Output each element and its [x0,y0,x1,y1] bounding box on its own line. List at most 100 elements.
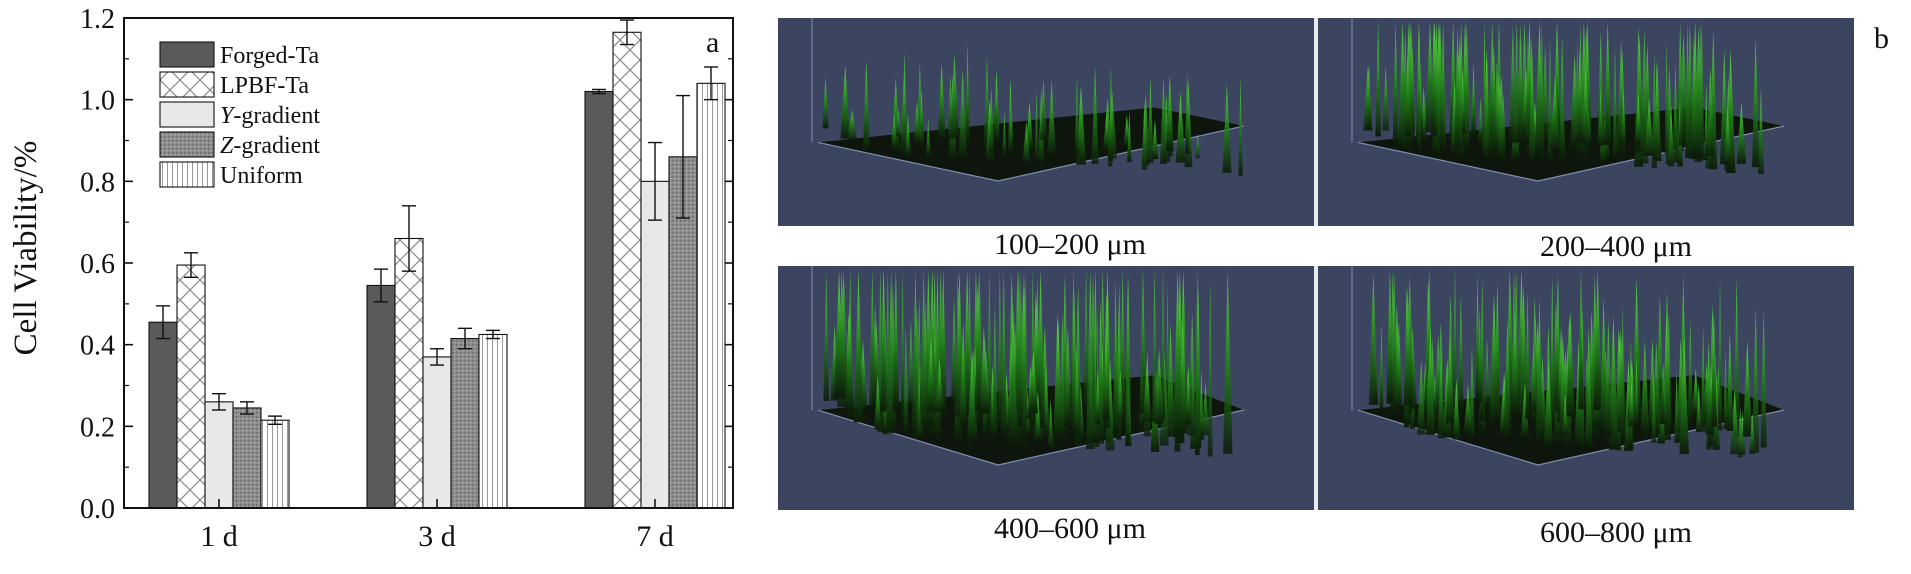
legend-swatch-forged-ta [159,41,215,68]
surface-spike [1593,271,1602,411]
surface-spike [1749,413,1756,454]
surface-spike [1752,37,1760,168]
surface-spike [1416,359,1426,435]
surface-spike [880,270,887,412]
surface-spike [1463,22,1471,150]
surface-spike [1452,379,1461,440]
surface-spike [1379,324,1384,411]
legend-label-lpbf-ta: LPBF-Ta [220,73,309,99]
surface-spike [1477,307,1482,403]
surface-spike [1074,77,1080,155]
x-tick-label: 3 d [418,520,456,553]
surface-spike [1175,91,1186,163]
y-tick-label: 0.6 [80,249,115,280]
surface-spike [1510,311,1520,414]
surface-spike [1575,48,1584,143]
legend-label-uniform: Uniform [220,163,303,189]
surface-spike [1404,51,1411,136]
surface-spike [847,109,858,139]
surface-spike [1666,311,1672,432]
surface-spike [822,77,829,129]
surface-spike [1457,295,1464,411]
surface-spike [1535,298,1544,443]
surface-spike [1013,270,1024,428]
surface-spike [1541,44,1549,142]
surface-spike [1028,350,1039,414]
surface-spike [1151,119,1159,160]
image-panel-100-200 [778,18,1314,226]
surface-spike [1519,286,1529,418]
surface-spike [1091,66,1099,164]
surface-spike [1497,74,1506,159]
surface-spike [1723,107,1732,165]
surface-spike [1760,308,1767,448]
surface-spike [1628,381,1635,427]
surface-spike [1141,101,1148,170]
surface-spike [1172,270,1183,437]
y-tick-label: 0.8 [80,167,115,198]
legend-label-z-gradient: Z-gradient [220,133,320,159]
surface-spike [1047,80,1056,156]
surface-spike [1584,326,1593,448]
surface-spike [853,270,864,423]
surface-spike [1083,270,1089,412]
surface-spike [1184,71,1190,154]
surface-spike [1112,279,1119,435]
surface-spike [903,327,909,435]
surface-spike [1672,63,1679,163]
bar-forged-ta-7d [584,90,614,509]
surface-spike [1222,83,1232,173]
bar-lpbf-ta-1d [176,264,206,509]
surface-spike [1484,337,1490,409]
surface-spike [1047,399,1054,449]
surface-spike [1667,104,1675,167]
y-tick-label: 0.0 [80,494,115,525]
surface-spike [1697,22,1704,158]
surface-spike [1102,326,1110,420]
surface-spike [979,327,988,414]
surface-spike [1386,270,1394,404]
surface-spike [1494,283,1501,421]
surface-spike [1463,383,1473,434]
surface-spike [997,270,1003,429]
surface-spike [1063,327,1073,427]
y-axis-title: Cell Viability/% [8,141,44,356]
surface-spike [1142,360,1152,422]
surface-spike [1008,84,1013,153]
surface-spike [1477,97,1484,144]
surface-spike [1651,369,1657,443]
surface-spike [1752,307,1760,453]
surface-spike [1147,77,1154,163]
surface-spike [992,304,998,439]
y-tick-label: 0.2 [80,412,115,443]
bar-z-gradient-1d [232,407,262,509]
surface-spike [1022,121,1031,163]
legend-swatch-lpbf-ta [159,71,215,98]
surface-spike [1201,381,1210,436]
surface-spike [1726,332,1734,431]
panel-label-a: a [706,26,719,59]
surface-spike [1634,91,1642,145]
surface-spike [1598,84,1603,146]
surface-spike [1394,321,1403,408]
surface-spike [862,59,870,150]
surface-spike [1558,36,1566,161]
surface-spike [1604,320,1613,437]
surface-spike [900,270,905,419]
surface-spike [1612,48,1618,160]
bar-y-gradient-7d [640,180,670,509]
surface-spike [1525,32,1531,144]
legend-swatch-z-gradient [159,131,215,158]
surface-spike [887,270,895,434]
surface-spike [1578,270,1584,410]
surface-spike [1695,384,1702,432]
surface-spike [1640,340,1650,435]
surface-spike [1640,29,1649,164]
caption-100-200: 100–200 μm [994,228,1146,261]
surface-spike [891,113,898,148]
surface-spike [1621,87,1626,147]
surface-spike [1125,277,1130,444]
surface-spike [1417,22,1422,153]
surface-spike [1634,356,1639,425]
surface-spike [1366,62,1372,130]
